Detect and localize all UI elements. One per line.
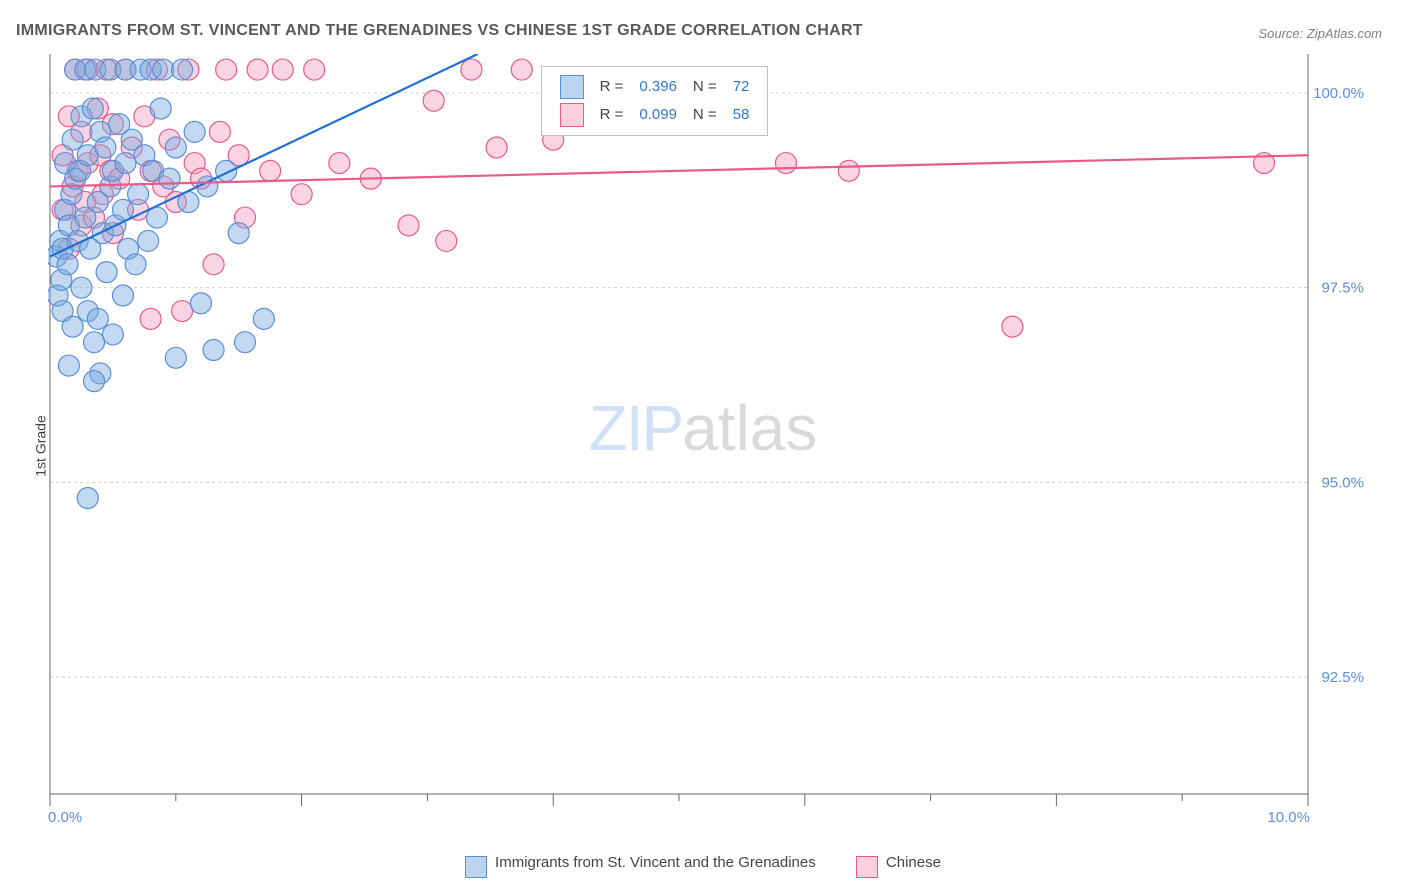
r-label: R = xyxy=(592,101,632,129)
legend-row-series2: R = 0.099 N = 58 xyxy=(552,101,758,129)
chart-container: { "title": "IMMIGRANTS FROM ST. VINCENT … xyxy=(0,0,1406,892)
svg-text:92.5%: 92.5% xyxy=(1321,669,1364,686)
svg-text:10.0%: 10.0% xyxy=(1267,809,1310,824)
swatch-blue xyxy=(560,75,584,99)
legend-item-1: Immigrants from St. Vincent and the Gren… xyxy=(465,854,820,871)
svg-text:95.0%: 95.0% xyxy=(1321,474,1364,491)
n-value-2: 58 xyxy=(725,101,758,129)
chart-title: IMMIGRANTS FROM ST. VINCENT AND THE GREN… xyxy=(16,22,863,40)
series-legend: Immigrants from St. Vincent and the Gren… xyxy=(0,852,1406,874)
source-attribution: Source: ZipAtlas.com xyxy=(1258,26,1382,41)
scatter-plot: 92.5% 95.0% 97.5% 100.0% 0.0% 10.0% xyxy=(48,54,1368,824)
n-label: N = xyxy=(685,73,725,101)
legend-item-2: Chinese xyxy=(856,854,941,871)
r-value-1: 0.396 xyxy=(631,73,685,101)
n-label: N = xyxy=(685,101,725,129)
svg-text:0.0%: 0.0% xyxy=(48,809,82,824)
correlation-legend: R = 0.396 N = 72 R = 0.099 N = 58 xyxy=(541,66,769,136)
swatch-pink xyxy=(560,103,584,127)
svg-text:97.5%: 97.5% xyxy=(1321,280,1364,297)
legend-label-1: Immigrants from St. Vincent and the Gren… xyxy=(495,854,816,871)
n-value-1: 72 xyxy=(725,73,758,101)
legend-row-series1: R = 0.396 N = 72 xyxy=(552,73,758,101)
svg-text:100.0%: 100.0% xyxy=(1313,85,1364,102)
r-value-2: 0.099 xyxy=(631,101,685,129)
r-label: R = xyxy=(592,73,632,101)
swatch-blue xyxy=(465,856,487,878)
swatch-pink xyxy=(856,856,878,878)
y-axis-label: 1st Grade xyxy=(33,415,49,476)
legend-label-2: Chinese xyxy=(886,854,941,871)
